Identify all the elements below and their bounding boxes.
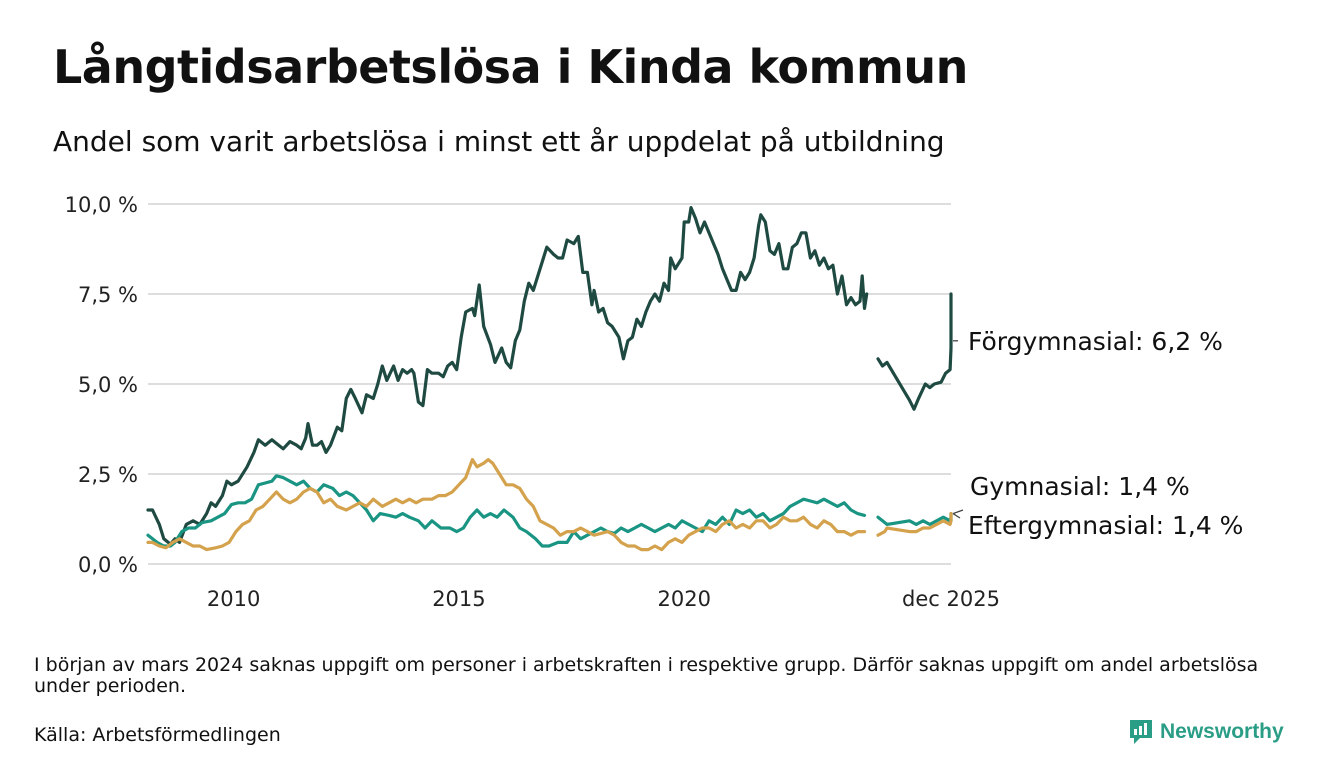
x-tick-label: 2020 — [658, 587, 711, 611]
x-tick-label: 2010 — [207, 587, 260, 611]
y-tick-label: 5,0 % — [78, 373, 138, 397]
series-line-eftergymnasial-1 — [146, 458, 867, 552]
series-line-förgymnasial-1 — [146, 206, 869, 546]
brand-name: Newsworthy — [1160, 720, 1284, 743]
series-layer — [146, 206, 953, 552]
series-label-förgymnasial: Förgymnasial: 6,2 % — [968, 327, 1223, 356]
line-chart: 0,0 % 2,5 % 5,0 % 7,5 % 10,0 % 2010 2015 2020 de… — [65, 193, 1244, 611]
newsworthy-logo: Newsworthy — [1128, 716, 1284, 748]
chart-title: Långtidsarbetslösa i Kinda kommun — [53, 40, 968, 94]
label-leader-line — [952, 509, 964, 515]
x-tick-label: dec 2025 — [902, 587, 1000, 611]
series-line-eftergymnasial-2 — [876, 512, 953, 537]
y-tick-label: 7,5 % — [78, 283, 138, 307]
y-tick-label: 10,0 % — [65, 193, 138, 217]
series-label-layer: Förgymnasial: 6,2 % Gymnasial: 1,4 % Efter… — [952, 327, 1243, 540]
y-tick-label: 2,5 % — [78, 463, 138, 487]
source-text: Källa: Arbetsförmedlingen — [34, 724, 281, 746]
x-tick-label: 2015 — [432, 587, 485, 611]
newsworthy-chart-bubble-icon — [1130, 720, 1152, 744]
y-tick-label: 0,0 % — [78, 553, 138, 577]
series-line-förgymnasial-2 — [876, 292, 953, 411]
series-line-gymnasial-1 — [146, 474, 867, 548]
series-label-eftergymnasial: Eftergymnasial: 1,4 % — [968, 511, 1243, 540]
grid-layer: 0,0 % 2,5 % 5,0 % 7,5 % 10,0 % 2010 2015 2020 de… — [65, 193, 1000, 611]
series-label-gymnasial: Gymnasial: 1,4 % — [970, 472, 1190, 501]
footnote: I början av mars 2024 saknas uppgift om … — [34, 654, 1259, 697]
chart-subtitle: Andel som varit arbetslösa i minst ett å… — [53, 125, 945, 158]
label-leader-line — [952, 513, 961, 519]
